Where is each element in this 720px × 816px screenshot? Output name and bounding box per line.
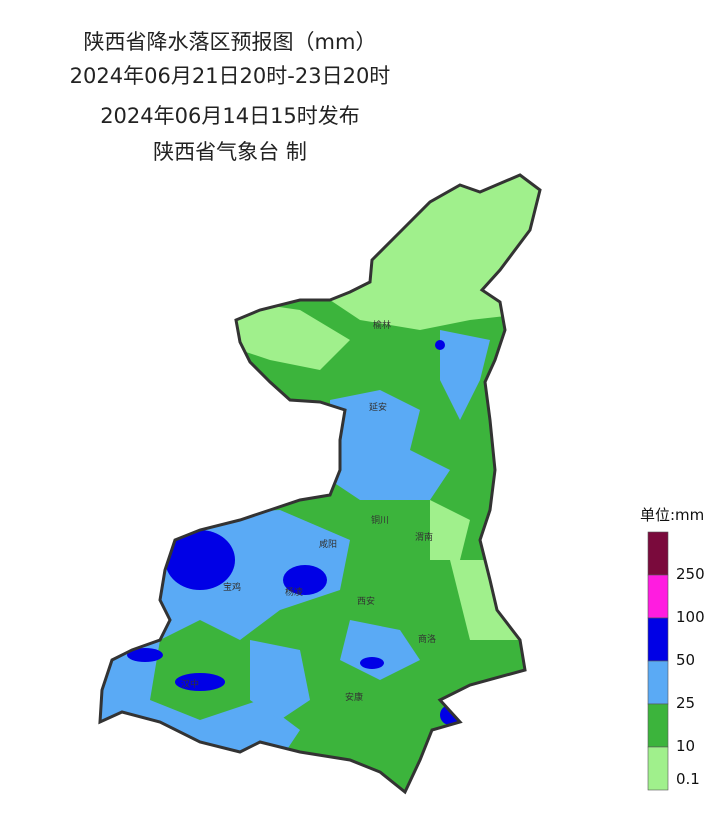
city-label: 榆林 — [373, 319, 391, 331]
legend-label: 25 — [676, 694, 695, 712]
city-labels: 榆林 延安 铜川 渭南 咸阳 宝鸡 杨凌 西安 商洛 汉中 安康 — [181, 319, 436, 703]
city-label: 安康 — [345, 691, 363, 703]
legend: 250 100 50 25 10 0.1 — [647, 531, 705, 791]
legend-label: 0.1 — [676, 770, 700, 788]
legend-label: 250 — [676, 565, 705, 583]
city-label: 铜川 — [371, 514, 389, 526]
city-label: 延安 — [369, 401, 387, 413]
legend-swatch — [647, 746, 669, 791]
city-label: 商洛 — [418, 633, 436, 645]
legend-swatch — [647, 660, 669, 705]
legend-title: 单位:mm — [640, 506, 704, 524]
rain-areas — [100, 175, 540, 792]
issuer: 陕西省气象台 制 — [153, 140, 307, 164]
legend-swatch — [647, 617, 669, 662]
legend-swatch — [647, 531, 669, 576]
issue-time: 2024年06月14日15时发布 — [100, 104, 360, 128]
city-label: 汉中 — [181, 678, 199, 690]
city-label: 西安 — [357, 595, 375, 607]
map-title: 陕西省降水落区预报图（mm） — [83, 30, 377, 54]
legend-label: 50 — [676, 651, 695, 669]
legend-label: 100 — [676, 608, 705, 626]
city-label: 宝鸡 — [223, 581, 241, 593]
forecast-period: 2024年06月21日20时-23日20时 — [69, 64, 391, 88]
city-label: 咸阳 — [319, 538, 337, 550]
legend-swatch — [647, 703, 669, 748]
city-label: 渭南 — [415, 531, 433, 543]
city-label: 杨凌 — [285, 586, 303, 598]
legend-label: 10 — [676, 737, 695, 755]
legend-swatch — [647, 574, 669, 619]
